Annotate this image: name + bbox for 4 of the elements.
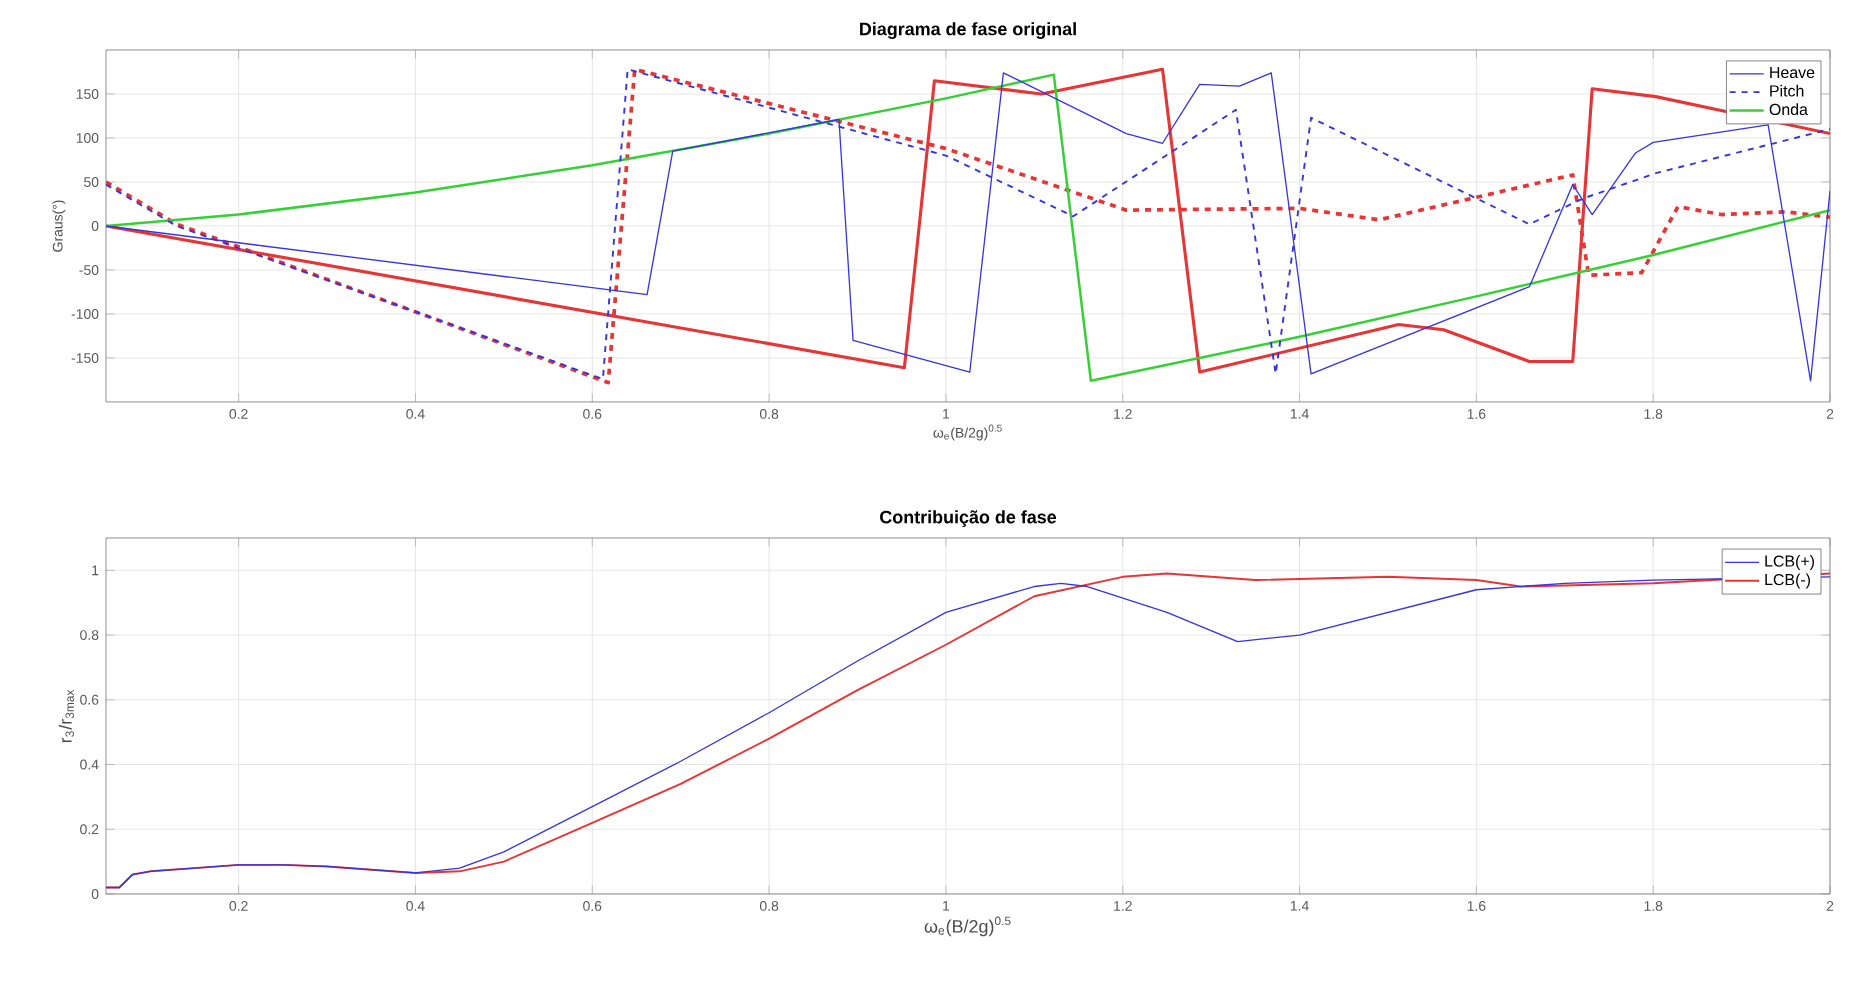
chart-title: Contribuição de fase <box>880 510 1057 527</box>
x-axis-title: ω$_{e}$(B/2g)$^{0.5}$ <box>924 916 1011 937</box>
chart-title: Diagrama de fase original <box>860 22 1076 39</box>
y-axis-title: r$_{3}$/r$_{3max}$ <box>58 689 74 743</box>
